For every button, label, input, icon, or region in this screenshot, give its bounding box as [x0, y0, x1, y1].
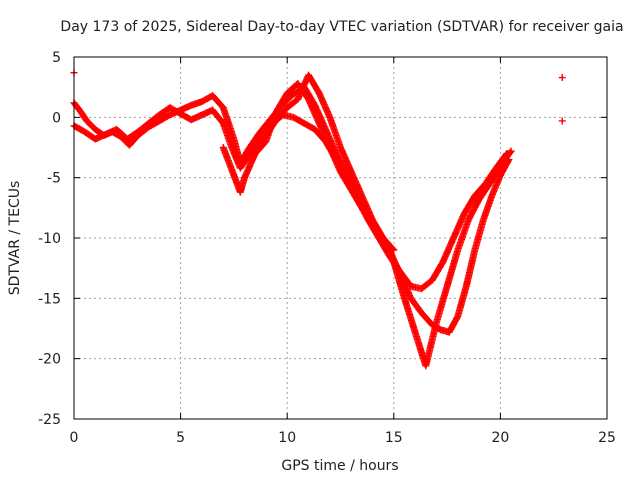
- y-tick-label: -15: [38, 291, 61, 307]
- data-point: [390, 246, 398, 254]
- data-point: [507, 147, 515, 155]
- y-axis-label: SDTVAR / TECUs: [7, 181, 23, 296]
- x-tick-label: 10: [278, 430, 296, 446]
- y-tick-label: 5: [52, 50, 61, 66]
- outlier-point: [558, 74, 566, 82]
- x-axis-label: GPS time / hours: [281, 458, 398, 474]
- x-tick-label: 25: [598, 430, 616, 446]
- chart-title: Day 173 of 2025, Sidereal Day-to-day VTE…: [60, 19, 623, 35]
- x-tick-label: 20: [491, 430, 509, 446]
- data-point: [506, 148, 514, 156]
- axis-ticks: 0 5 10 15 20 25 -25 -20 -15 -10 -5 0 5: [38, 50, 616, 446]
- x-tick-label: 5: [176, 430, 185, 446]
- y-tick-label: -5: [47, 171, 61, 187]
- plot-frame: [73, 56, 608, 420]
- data-point: [389, 245, 397, 253]
- x-tick-label: 0: [70, 430, 79, 446]
- y-tick-label: -10: [38, 231, 61, 247]
- y-tick-label: 0: [52, 110, 61, 126]
- data-points: [70, 69, 566, 370]
- x-tick-label: 15: [385, 430, 403, 446]
- y-tick-label: -25: [38, 412, 61, 428]
- outlier-point: [558, 117, 566, 125]
- y-tick-label: -20: [38, 352, 61, 368]
